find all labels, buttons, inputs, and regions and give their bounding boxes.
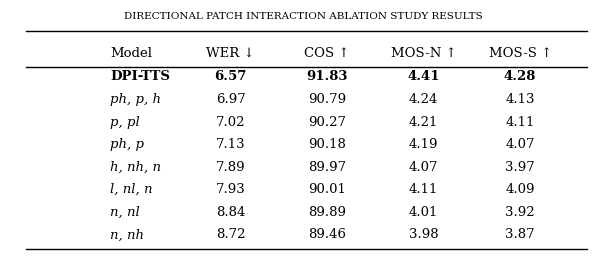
Text: MOS-S ↑: MOS-S ↑: [488, 47, 552, 60]
Text: 4.01: 4.01: [409, 206, 438, 219]
Text: ph, p, h: ph, p, h: [110, 93, 161, 106]
Text: l, nl, n: l, nl, n: [110, 183, 153, 196]
Text: Model: Model: [110, 47, 152, 60]
Text: 3.97: 3.97: [505, 161, 535, 174]
Text: 90.18: 90.18: [308, 138, 346, 151]
Text: 7.89: 7.89: [216, 161, 245, 174]
Text: 90.27: 90.27: [308, 116, 346, 129]
Text: 90.79: 90.79: [308, 93, 346, 106]
Text: 91.83: 91.83: [307, 70, 348, 83]
Text: DIRECTIONAL PATCH INTERACTION ABLATION STUDY RESULTS: DIRECTIONAL PATCH INTERACTION ABLATION S…: [124, 12, 482, 21]
Text: 3.98: 3.98: [409, 228, 439, 241]
Text: 4.19: 4.19: [409, 138, 438, 151]
Text: 4.13: 4.13: [505, 93, 535, 106]
Text: 6.57: 6.57: [215, 70, 247, 83]
Text: 4.24: 4.24: [409, 93, 438, 106]
Text: 6.97: 6.97: [216, 93, 245, 106]
Text: n, nh: n, nh: [110, 228, 144, 241]
Text: 3.87: 3.87: [505, 228, 535, 241]
Text: DPI-TTS: DPI-TTS: [110, 70, 170, 83]
Text: 4.28: 4.28: [504, 70, 536, 83]
Text: 7.13: 7.13: [216, 138, 245, 151]
Text: MOS-N ↑: MOS-N ↑: [391, 47, 456, 60]
Text: 89.97: 89.97: [308, 161, 346, 174]
Text: 4.41: 4.41: [407, 70, 440, 83]
Text: WER ↓: WER ↓: [206, 47, 255, 60]
Text: 89.46: 89.46: [308, 228, 346, 241]
Text: p, pl: p, pl: [110, 116, 140, 129]
Text: 90.01: 90.01: [308, 183, 346, 196]
Text: 7.02: 7.02: [216, 116, 245, 129]
Text: 7.93: 7.93: [216, 183, 245, 196]
Text: h, nh, n: h, nh, n: [110, 161, 161, 174]
Text: 8.84: 8.84: [216, 206, 245, 219]
Text: 3.92: 3.92: [505, 206, 535, 219]
Text: 8.72: 8.72: [216, 228, 245, 241]
Text: 4.21: 4.21: [409, 116, 438, 129]
Text: 4.11: 4.11: [409, 183, 438, 196]
Text: 4.11: 4.11: [505, 116, 535, 129]
Text: COS ↑: COS ↑: [304, 47, 350, 60]
Text: 4.09: 4.09: [505, 183, 535, 196]
Text: 4.07: 4.07: [409, 161, 438, 174]
Text: n, nl: n, nl: [110, 206, 140, 219]
Text: ph, p: ph, p: [110, 138, 144, 151]
Text: 4.07: 4.07: [505, 138, 535, 151]
Text: 89.89: 89.89: [308, 206, 346, 219]
